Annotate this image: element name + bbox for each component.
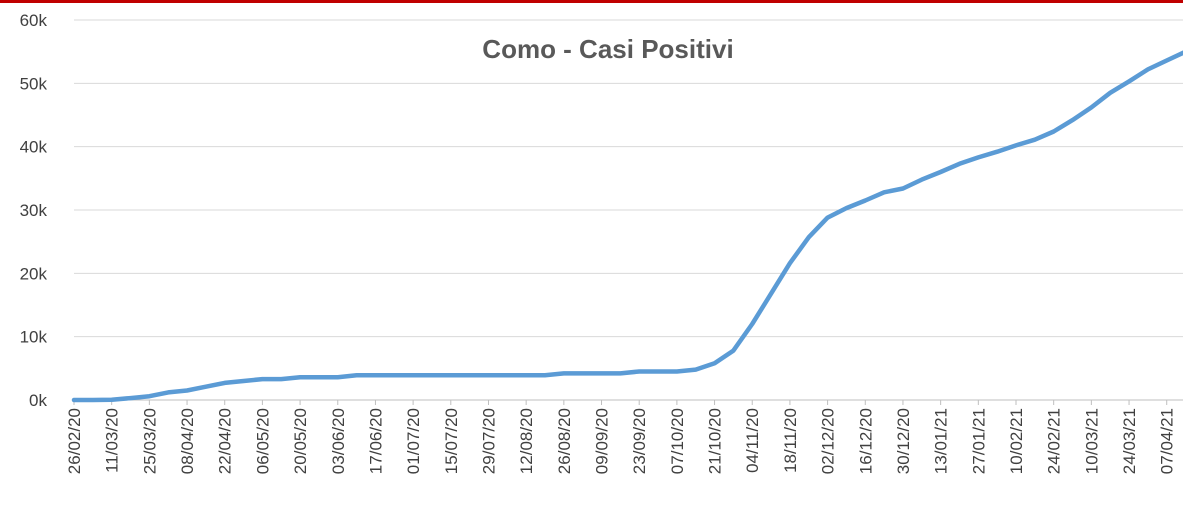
x-tick-label: 11/03/20 [103, 408, 122, 473]
y-tick-label: 30k [20, 201, 48, 220]
y-tick-label: 50k [20, 74, 48, 93]
x-tick-label: 29/07/20 [479, 408, 498, 474]
x-tick-label: 12/08/20 [517, 408, 536, 474]
x-tick-label: 24/02/21 [1045, 408, 1064, 474]
x-tick-label: 22/04/20 [216, 408, 235, 474]
x-tick-label: 10/03/21 [1082, 408, 1101, 474]
x-tick-label: 07/10/20 [668, 408, 687, 474]
y-tick-label: 20k [20, 264, 48, 283]
y-tick-label: 40k [20, 138, 48, 157]
x-tick-label: 30/12/20 [894, 408, 913, 474]
x-tick-label: 26/02/20 [65, 408, 84, 474]
x-tick-label: 24/03/21 [1120, 408, 1139, 474]
x-tick-label: 04/11/20 [743, 408, 762, 473]
x-tick-label: 01/07/20 [404, 408, 423, 474]
x-tick-label: 21/10/20 [706, 408, 725, 474]
y-tick-label: 60k [20, 11, 48, 30]
x-tick-label: 07/04/21 [1158, 408, 1177, 474]
x-tick-label: 25/03/20 [140, 408, 159, 474]
x-tick-label: 08/04/20 [178, 408, 197, 474]
x-tick-label: 20/05/20 [291, 408, 310, 474]
x-tick-label: 18/11/20 [781, 408, 800, 473]
x-tick-label: 03/06/20 [329, 408, 348, 474]
y-tick-label: 10k [20, 328, 48, 347]
top-border [0, 0, 1183, 3]
x-tick-label: 16/12/20 [856, 408, 875, 474]
x-tick-label: 17/06/20 [366, 408, 385, 474]
x-tick-label: 15/07/20 [442, 408, 461, 474]
x-tick-label: 23/09/20 [630, 408, 649, 474]
x-tick-label: 27/01/21 [969, 408, 988, 474]
chart-title: Como - Casi Positivi [482, 34, 733, 64]
y-tick-label: 0k [29, 391, 47, 410]
x-tick-label: 09/09/20 [593, 408, 612, 474]
x-tick-label: 02/12/20 [819, 408, 838, 474]
x-tick-label: 26/08/20 [555, 408, 574, 474]
x-tick-label: 10/02/21 [1007, 408, 1026, 474]
data-line [71, 50, 1183, 403]
x-tick-label: 13/01/21 [932, 408, 951, 474]
x-tick-label: 06/05/20 [253, 408, 272, 474]
